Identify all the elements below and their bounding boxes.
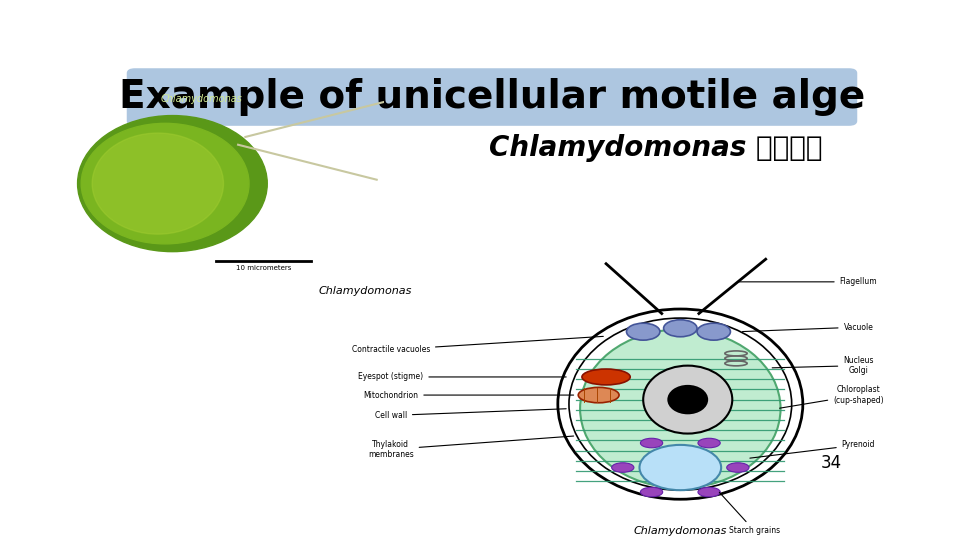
Text: Chlamydomonas طحلب: Chlamydomonas طحلب bbox=[489, 134, 823, 162]
Text: Flagellum: Flagellum bbox=[739, 278, 877, 286]
Text: Nucleus
Golgi: Nucleus Golgi bbox=[772, 356, 874, 375]
Ellipse shape bbox=[698, 487, 720, 497]
Ellipse shape bbox=[92, 133, 224, 234]
Text: Eyespot (stigme): Eyespot (stigme) bbox=[358, 373, 566, 381]
Ellipse shape bbox=[698, 438, 720, 448]
Ellipse shape bbox=[640, 487, 662, 497]
Ellipse shape bbox=[582, 369, 630, 385]
Text: 34: 34 bbox=[821, 454, 842, 472]
Text: Example of unicellular motile alge: Example of unicellular motile alge bbox=[119, 78, 865, 116]
Text: Mitochondrion: Mitochondrion bbox=[363, 390, 574, 400]
Ellipse shape bbox=[580, 329, 780, 488]
Ellipse shape bbox=[578, 387, 619, 403]
Ellipse shape bbox=[627, 323, 660, 340]
Text: Cell wall: Cell wall bbox=[374, 409, 566, 420]
Ellipse shape bbox=[727, 463, 749, 472]
Ellipse shape bbox=[640, 438, 662, 448]
Text: Pyrenoid: Pyrenoid bbox=[750, 441, 876, 458]
Text: Starch grains: Starch grains bbox=[719, 492, 780, 536]
Ellipse shape bbox=[78, 116, 267, 252]
Text: Thylakoid
membranes: Thylakoid membranes bbox=[368, 436, 574, 459]
Ellipse shape bbox=[663, 320, 697, 337]
Ellipse shape bbox=[612, 463, 634, 472]
Ellipse shape bbox=[643, 366, 732, 434]
Text: Chloroplast
(cup-shaped): Chloroplast (cup-shaped) bbox=[780, 386, 884, 408]
Text: Chlamydomonas: Chlamydomonas bbox=[160, 94, 243, 104]
Text: Chlamydomonas: Chlamydomonas bbox=[319, 286, 412, 296]
Ellipse shape bbox=[639, 445, 721, 490]
Ellipse shape bbox=[667, 385, 708, 414]
Text: 10 micrometers: 10 micrometers bbox=[236, 265, 291, 271]
Ellipse shape bbox=[82, 123, 249, 244]
Text: Vacuole: Vacuole bbox=[742, 322, 874, 332]
Ellipse shape bbox=[697, 323, 731, 340]
Text: Chlamydomonas: Chlamydomonas bbox=[634, 526, 727, 536]
FancyBboxPatch shape bbox=[128, 69, 856, 125]
Text: Contractile vacuoles: Contractile vacuoles bbox=[351, 336, 603, 354]
